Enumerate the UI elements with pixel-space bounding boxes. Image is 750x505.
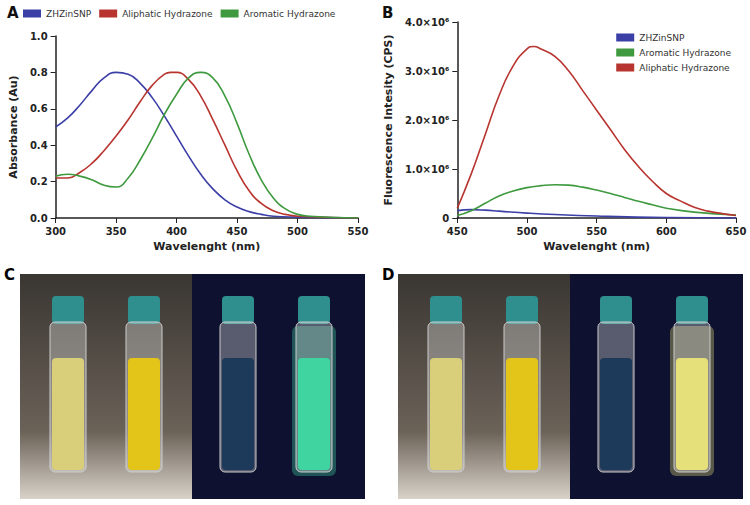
html-text:D: D bbox=[382, 266, 395, 284]
svg-text:Aromatic Hydrazone: Aromatic Hydrazone bbox=[639, 48, 731, 58]
svg-text:400: 400 bbox=[166, 226, 187, 237]
svg-text:0.4: 0.4 bbox=[30, 140, 48, 151]
svg-text:B: B bbox=[382, 4, 393, 22]
svg-text:Aliphatic Hydrazone: Aliphatic Hydrazone bbox=[639, 63, 730, 73]
svg-text:0.8: 0.8 bbox=[30, 67, 48, 78]
svg-text:0: 0 bbox=[442, 213, 449, 224]
svg-text:450: 450 bbox=[447, 226, 468, 237]
svg-text:Fluorescence Intesity (CPS): Fluorescence Intesity (CPS) bbox=[382, 34, 395, 205]
svg-text:Wavelenght (nm): Wavelenght (nm) bbox=[543, 240, 650, 253]
svg-text:ZHZinSNP: ZHZinSNP bbox=[46, 9, 92, 19]
svg-text:650: 650 bbox=[726, 226, 747, 237]
svg-text:600: 600 bbox=[656, 226, 677, 237]
svg-text:500: 500 bbox=[287, 226, 308, 237]
svg-text:550: 550 bbox=[348, 226, 369, 237]
svg-text:0.6: 0.6 bbox=[30, 103, 48, 114]
svg-text:Absorbance (Au): Absorbance (Au) bbox=[7, 75, 20, 178]
svg-text:3.0×10⁶: 3.0×10⁶ bbox=[405, 66, 449, 77]
svg-text:A: A bbox=[7, 4, 19, 22]
svg-text:Wavelenght (nm): Wavelenght (nm) bbox=[153, 240, 260, 253]
svg-text:2.0×10⁶: 2.0×10⁶ bbox=[405, 115, 449, 126]
svg-text:0.0: 0.0 bbox=[30, 213, 48, 224]
svg-text:300: 300 bbox=[45, 226, 66, 237]
svg-text:ZHZinSNP: ZHZinSNP bbox=[639, 33, 685, 43]
svg-text:1.0: 1.0 bbox=[30, 31, 48, 42]
svg-text:350: 350 bbox=[106, 226, 127, 237]
svg-text:450: 450 bbox=[227, 226, 248, 237]
svg-text:1.0×10⁶: 1.0×10⁶ bbox=[405, 164, 449, 175]
svg-text:550: 550 bbox=[586, 226, 607, 237]
svg-text:Aliphatic Hydrazone: Aliphatic Hydrazone bbox=[122, 9, 213, 19]
html-text:C: C bbox=[4, 266, 15, 284]
svg-text:4.0×10⁶: 4.0×10⁶ bbox=[405, 17, 449, 28]
svg-text:0.2: 0.2 bbox=[30, 176, 48, 187]
svg-text:500: 500 bbox=[517, 226, 538, 237]
svg-text:Aromatic Hydrazone: Aromatic Hydrazone bbox=[244, 9, 336, 19]
